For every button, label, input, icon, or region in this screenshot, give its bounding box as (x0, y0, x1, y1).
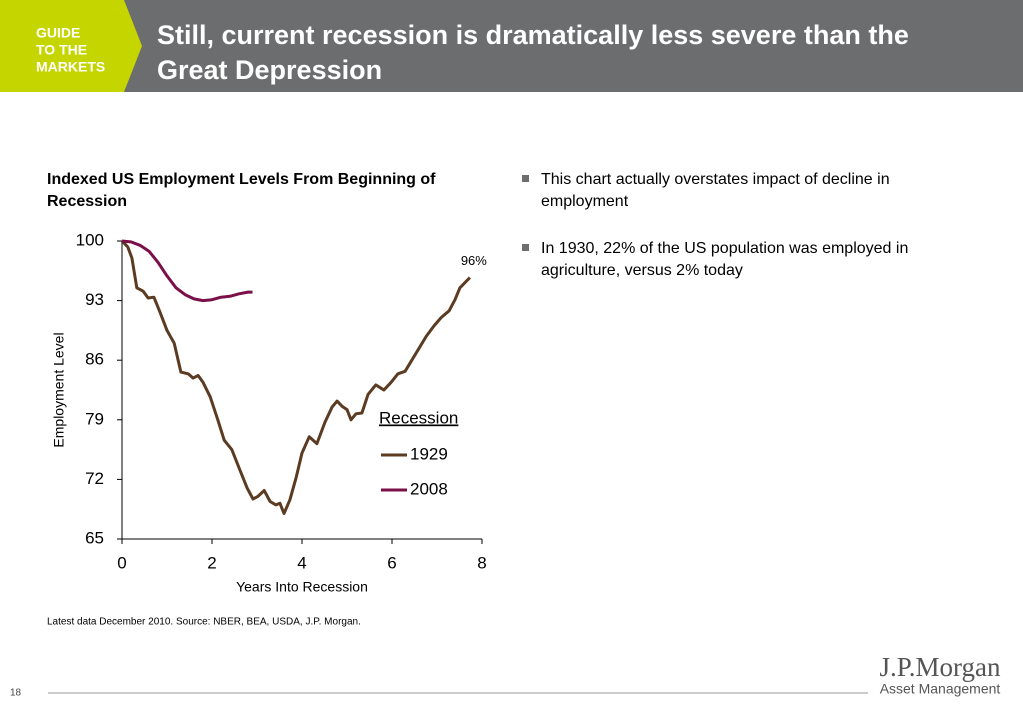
x-tick-label: 4 (297, 553, 306, 572)
series-line (121, 239, 253, 303)
y-tick-label: 93 (85, 290, 104, 309)
legend-label: 2008 (410, 479, 448, 498)
x-tick-label: 6 (387, 553, 396, 572)
source-note: Latest data December 2010. Source: NBER,… (47, 617, 361, 628)
annotation: 96% (461, 253, 487, 268)
bullet-text: In 1930, 22% of the US population was em… (541, 240, 909, 279)
header-band (0, 0, 1023, 92)
y-tick-label: 65 (85, 528, 104, 547)
brand-name: J.P.Morgan (879, 652, 1001, 682)
slide-title: Still, current recession is dramatically… (157, 20, 909, 85)
logo-block (0, 0, 142, 92)
x-axis-label: Years Into Recession (236, 579, 368, 595)
chart-title: Indexed US Employment Levels From Beginn… (47, 171, 436, 210)
logo-text: MARKETS (36, 59, 105, 75)
y-axis-label: Employment Level (51, 332, 67, 447)
y-tick-label: 86 (85, 350, 104, 369)
y-tick-label: 72 (85, 469, 104, 488)
y-tick-label: 79 (85, 409, 104, 428)
series-line (120, 239, 471, 515)
brand-division: Asset Management (880, 681, 1001, 697)
x-tick-label: 8 (477, 553, 486, 572)
logo-text: GUIDE (36, 25, 80, 41)
legend-label: 1929 (410, 444, 448, 463)
legend-title: Recession (379, 408, 458, 427)
x-tick-label: 0 (117, 553, 126, 572)
logo-text: TO THE (36, 42, 87, 58)
y-tick-label: 100 (76, 230, 104, 249)
bullet-text: This chart actually overstates impact of… (541, 171, 890, 210)
x-tick-label: 2 (207, 553, 216, 572)
page-number: 18 (10, 688, 22, 699)
bullet-marker (522, 175, 529, 182)
bullet-marker (522, 244, 529, 251)
